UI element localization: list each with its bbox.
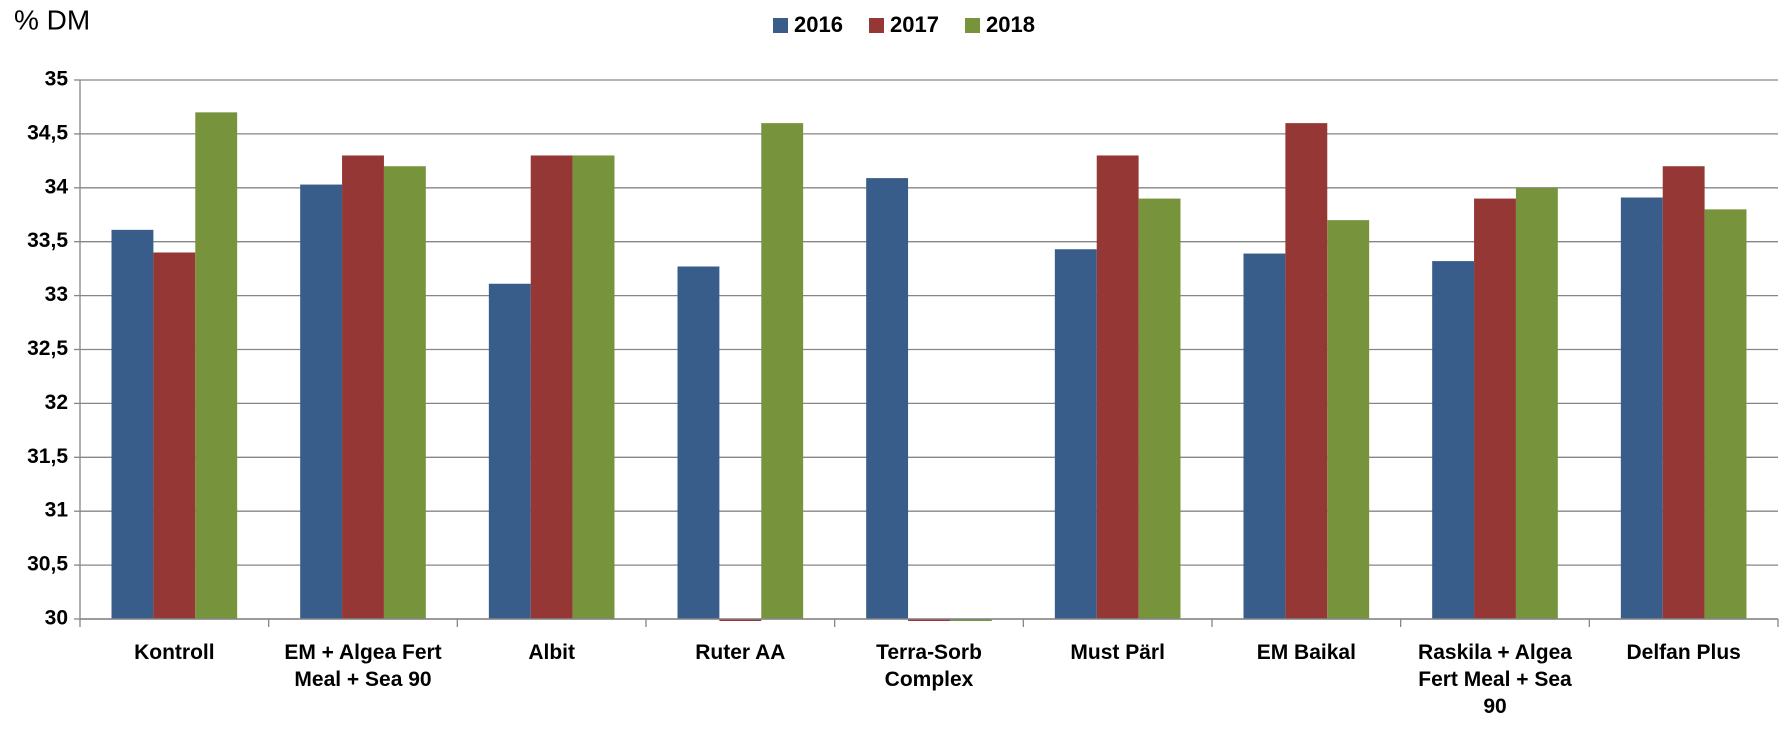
x-tick-label: Must Pärl [1070, 641, 1165, 664]
legend-label: 2018 [986, 12, 1035, 37]
bar [677, 266, 720, 619]
y-tick-label: 34 [45, 175, 69, 198]
bar [1285, 123, 1328, 620]
bar [866, 178, 909, 619]
y-tick-label: 30 [45, 607, 68, 630]
legend-swatch [773, 18, 788, 33]
y-tick-label: 33 [45, 283, 68, 306]
bar [1704, 209, 1747, 620]
x-tick-label: Ruter AA [695, 641, 786, 664]
legend-label: 2017 [890, 12, 939, 37]
y-tick-label: 30,5 [27, 553, 68, 576]
bar [908, 619, 950, 621]
y-tick-label: 34,5 [27, 121, 68, 144]
bar [300, 184, 343, 620]
bar [111, 229, 154, 620]
bar [530, 155, 573, 619]
y-tick-label: 35 [45, 68, 69, 91]
y-tick-label: 31,5 [27, 445, 68, 468]
bar [719, 619, 762, 621]
bar [1620, 197, 1663, 619]
bar [1432, 261, 1475, 619]
bar [949, 619, 992, 621]
x-tick-label: Kontroll [134, 641, 215, 664]
legend-label: 2016 [794, 12, 843, 37]
bar [488, 283, 531, 619]
y-axis-label: % DM [14, 4, 90, 35]
bar [761, 123, 804, 620]
bar [342, 155, 384, 619]
bar [383, 166, 426, 620]
x-tick-label: Albit [528, 641, 575, 664]
legend-swatch [869, 18, 884, 33]
x-tick-label: Delfan Plus [1626, 641, 1741, 664]
y-tick-label: 33,5 [27, 229, 68, 252]
legend-swatch [965, 18, 980, 33]
bar [1054, 249, 1097, 619]
bars [111, 112, 1747, 621]
bar [1515, 187, 1558, 620]
bar [1243, 253, 1286, 620]
bar [1474, 198, 1516, 619]
x-tick-label: EM + Algea Fert Meal + Sea 90 [284, 641, 442, 691]
y-tick-label: 31 [45, 499, 69, 522]
bar [1138, 198, 1181, 619]
bar [195, 112, 238, 619]
bar [1662, 166, 1705, 620]
x-tick-label: EM Baikal [1256, 641, 1356, 664]
bar [153, 252, 196, 620]
y-tick-label: 32 [45, 391, 68, 414]
x-tick-label: Terra-Sorb Complex [876, 641, 982, 691]
bar [1096, 155, 1139, 619]
y-tick-label: 32,5 [27, 337, 68, 360]
bar [572, 155, 615, 619]
bar [1327, 220, 1370, 619]
x-tick-label: Raskila + Algea Fert Meal + Sea 90 [1418, 641, 1572, 718]
